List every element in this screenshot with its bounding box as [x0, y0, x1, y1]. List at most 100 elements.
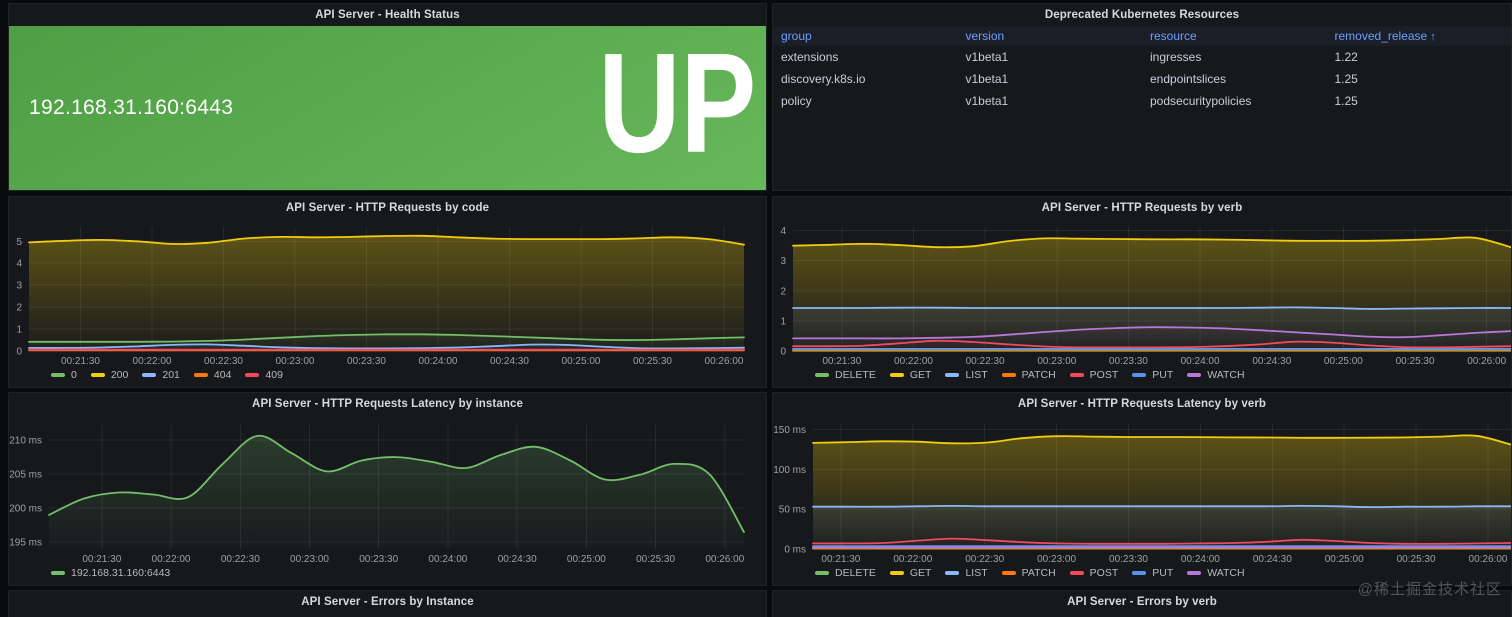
svg-text:0 ms: 0 ms: [784, 545, 806, 556]
svg-text:205 ms: 205 ms: [9, 470, 42, 481]
svg-text:100 ms: 100 ms: [773, 465, 806, 476]
table-cell: v1beta1: [965, 72, 1009, 86]
requests-by-code-chart[interactable]: 0 1 2 3 4 5 00:21:30 00:22:00 00:22:30 00:23:00 00…: [9, 219, 766, 367]
legend-label: 0: [71, 369, 77, 381]
legend-swatch: [1001, 373, 1016, 377]
table-cell: discovery.k8s.io: [781, 72, 866, 86]
requests-by-verb-chart[interactable]: 0 1 2 3 4 00:21:30 00:22:00 00:22:30 00:23:00 00:…: [773, 219, 1511, 367]
latency-by-verb-chart[interactable]: 0 ms 50 ms 100 ms 150 ms 00:21:30 00:22:00 00:…: [773, 415, 1511, 565]
svg-text:2: 2: [780, 286, 786, 297]
svg-text:00:22:00: 00:22:00: [152, 554, 191, 565]
legend-item-GET[interactable]: GET: [889, 567, 932, 579]
panel-title: API Server - Health Status: [315, 9, 460, 21]
legend-label: PUT: [1152, 567, 1174, 579]
legend-item-LIST[interactable]: LIST: [945, 369, 988, 381]
svg-text:00:22:30: 00:22:30: [965, 554, 1004, 565]
legend-item-PUT[interactable]: PUT: [1132, 567, 1173, 579]
sort-arrow-icon: ↑: [1427, 31, 1436, 43]
legend-item-DELETE[interactable]: DELETE: [815, 567, 876, 579]
panel-header[interactable]: API Server - Health Status: [9, 4, 766, 26]
panel-header[interactable]: API Server - HTTP Requests Latency by ve…: [773, 393, 1511, 415]
legend-swatch: [1069, 571, 1084, 575]
svg-text:2: 2: [16, 303, 22, 314]
legend-item-WATCH[interactable]: WATCH: [1187, 369, 1245, 381]
legend-swatch: [90, 373, 105, 377]
legend-swatch: [889, 373, 904, 377]
panel-header[interactable]: API Server - HTTP Requests by code: [9, 197, 766, 219]
table-cell: 1.25: [1334, 72, 1358, 86]
svg-text:00:23:30: 00:23:30: [359, 554, 398, 565]
legend-label: PATCH: [1021, 567, 1056, 579]
legend-item-0[interactable]: 0: [51, 369, 77, 381]
chart-legend: 0 200 201 404 409: [9, 367, 766, 387]
table-cell: v1beta1: [965, 94, 1009, 108]
chart-legend: 192.168.31.160:6443: [9, 565, 766, 585]
svg-text:00:25:00: 00:25:00: [1325, 554, 1364, 565]
column-header-resource[interactable]: resource: [1142, 26, 1327, 46]
panel-title: API Server - Errors by Instance: [301, 596, 474, 608]
chart-area: 0 ms 50 ms 100 ms 150 ms 00:21:30 00:22:00 00:…: [773, 415, 1511, 565]
legend-swatch: [1187, 373, 1202, 377]
health-status-body[interactable]: 192.168.31.160:6443 UP: [9, 26, 766, 190]
svg-text:1: 1: [16, 325, 22, 336]
legend-item-201[interactable]: 201: [142, 369, 180, 381]
legend-item-PUT[interactable]: PUT: [1132, 369, 1173, 381]
legend-item-PATCH[interactable]: PATCH: [1001, 369, 1056, 381]
panel-latency-by-verb: API Server - HTTP Requests Latency by ve…: [772, 392, 1512, 586]
panel-title: API Server - HTTP Requests Latency by in…: [252, 398, 523, 410]
svg-text:00:21:30: 00:21:30: [821, 554, 860, 565]
svg-text:00:25:30: 00:25:30: [636, 554, 675, 565]
deprecated-table: group version resource removed_release ↑ ex…: [773, 26, 1511, 112]
legend-label: 200: [110, 369, 129, 381]
column-header-group[interactable]: group: [773, 26, 958, 46]
panel-title: API Server - Errors by verb: [1067, 596, 1217, 608]
svg-text:00:25:00: 00:25:00: [1324, 356, 1363, 367]
latency-by-instance-chart[interactable]: 195 ms 200 ms 205 ms 210 ms 00:21:30 00:22:00…: [9, 415, 766, 565]
legend-item-LIST[interactable]: LIST: [945, 567, 988, 579]
legend-item-404[interactable]: 404: [193, 369, 231, 381]
table-cell: policy: [781, 94, 812, 108]
legend-item-200[interactable]: 200: [90, 369, 129, 381]
legend-item-POST[interactable]: POST: [1069, 567, 1118, 579]
panel-header[interactable]: API Server - Errors by verb: [773, 591, 1511, 613]
svg-text:00:24:00: 00:24:00: [428, 554, 467, 565]
legend-item-409[interactable]: 409: [245, 369, 283, 381]
svg-text:4: 4: [780, 226, 786, 237]
svg-text:00:24:30: 00:24:30: [1252, 356, 1291, 367]
svg-text:00:22:00: 00:22:00: [894, 356, 933, 367]
panel-header[interactable]: Deprecated Kubernetes Resources: [773, 4, 1511, 26]
legend-item-WATCH[interactable]: WATCH: [1187, 567, 1245, 579]
column-header-version[interactable]: version: [957, 26, 1142, 46]
legend-swatch: [142, 373, 157, 377]
svg-text:00:22:30: 00:22:30: [221, 554, 260, 565]
svg-text:00:22:30: 00:22:30: [204, 356, 243, 367]
svg-text:0: 0: [16, 347, 22, 358]
legend-label: LIST: [965, 567, 988, 579]
svg-text:00:25:30: 00:25:30: [1397, 554, 1436, 565]
svg-text:00:22:00: 00:22:00: [133, 356, 172, 367]
table-cell: ingresses: [1150, 50, 1202, 64]
legend-item-GET[interactable]: GET: [889, 369, 931, 381]
panel-requests-by-code: API Server - HTTP Requests by code 0 1 2 3 4…: [8, 196, 767, 388]
column-header-removed_release[interactable]: removed_release ↑: [1326, 26, 1511, 46]
panel-header[interactable]: API Server - Errors by Instance: [9, 591, 766, 613]
legend-label: WATCH: [1207, 369, 1245, 381]
legend-item-192.168.31.160:6443[interactable]: 192.168.31.160:6443: [51, 567, 170, 579]
legend-swatch: [1132, 571, 1147, 575]
legend-label: GET: [909, 567, 932, 579]
svg-text:4: 4: [16, 259, 22, 270]
panel-title: Deprecated Kubernetes Resources: [1044, 9, 1240, 21]
svg-text:00:23:00: 00:23:00: [1037, 554, 1076, 565]
chart-area: 0 1 2 3 4 5 00:21:30 00:22:00 00:22:30 00:23:00 00…: [9, 219, 766, 367]
legend-label: WATCH: [1207, 567, 1245, 579]
legend-item-PATCH[interactable]: PATCH: [1001, 567, 1056, 579]
svg-text:00:21:30: 00:21:30: [82, 554, 121, 565]
svg-text:00:26:00: 00:26:00: [1467, 356, 1506, 367]
panel-header[interactable]: API Server - HTTP Requests by verb: [773, 197, 1511, 219]
panel-header[interactable]: API Server - HTTP Requests Latency by in…: [9, 393, 766, 415]
chart-area: 195 ms 200 ms 205 ms 210 ms 00:21:30 00:22:00…: [9, 415, 766, 565]
legend-swatch: [945, 373, 960, 377]
legend-item-DELETE[interactable]: DELETE: [815, 369, 876, 381]
legend-item-POST[interactable]: POST: [1069, 369, 1118, 381]
table-cell: podsecuritypolicies: [1150, 94, 1252, 108]
